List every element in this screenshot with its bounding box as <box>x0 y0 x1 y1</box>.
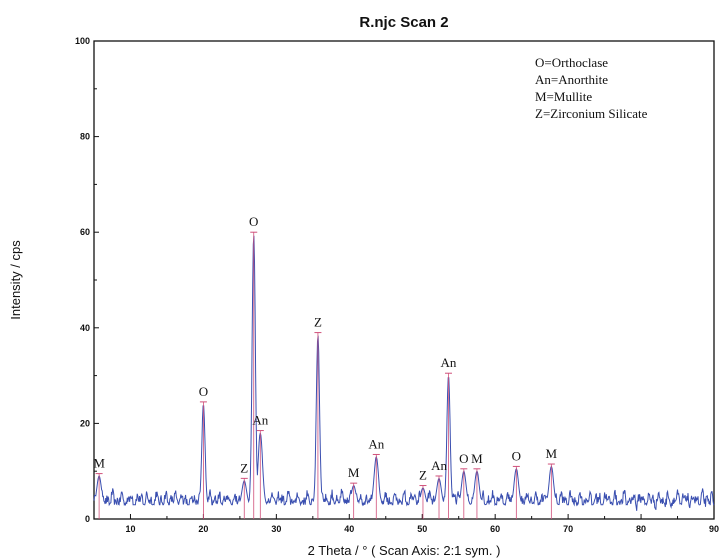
x-tick-label: 90 <box>709 524 719 534</box>
peak-label: M <box>348 465 360 480</box>
y-tick-label: 40 <box>80 323 90 333</box>
y-axis-label: Intensity / cps <box>8 240 23 320</box>
peak-label: O <box>459 451 468 466</box>
scan-series-line <box>93 235 715 511</box>
peak-label: M <box>546 446 558 461</box>
peak-label: Z <box>314 315 322 330</box>
x-axis: 10 20 30 40 50 60 70 80 90 <box>93 514 719 534</box>
x-tick-label: 50 <box>417 524 427 534</box>
x-tick-label: 60 <box>490 524 500 534</box>
y-tick-label: 0 <box>85 514 90 524</box>
y-tick-label: 60 <box>80 227 90 237</box>
y-axis: 0 20 40 60 80 100 <box>75 36 99 524</box>
peak-label: An <box>431 458 447 473</box>
peak-label: M <box>471 451 483 466</box>
peak-label: O <box>249 214 258 229</box>
y-tick-label: 80 <box>80 132 90 142</box>
legend-entry: Z=Zirconium Silicate <box>535 106 648 121</box>
legend: O=Orthoclase An=Anorthite M=Mullite Z=Zi… <box>535 55 648 121</box>
legend-entry: M=Mullite <box>535 89 592 104</box>
x-tick-label: 40 <box>344 524 354 534</box>
peak-label: An <box>252 413 268 428</box>
peak-label: O <box>199 384 208 399</box>
legend-entry: O=Orthoclase <box>535 55 608 70</box>
y-tick-label: 20 <box>80 418 90 428</box>
peak-label: O <box>512 448 521 463</box>
peak-label: Z <box>419 468 427 483</box>
x-tick-label: 20 <box>198 524 208 534</box>
peak-label: M <box>93 456 105 471</box>
y-tick-label: 100 <box>75 36 90 46</box>
legend-entry: An=Anorthite <box>535 72 608 87</box>
x-tick-label: 70 <box>563 524 573 534</box>
x-tick-label: 80 <box>636 524 646 534</box>
x-axis-label: 2 Theta / ° ( Scan Axis: 2:1 sym. ) <box>308 543 501 558</box>
peak-label: Z <box>240 460 248 475</box>
peak-label: An <box>368 436 384 451</box>
peak-label: An <box>441 355 457 370</box>
chart-title: R.njc Scan 2 <box>359 14 448 31</box>
x-tick-label: 10 <box>125 524 135 534</box>
x-tick-label: 30 <box>271 524 281 534</box>
